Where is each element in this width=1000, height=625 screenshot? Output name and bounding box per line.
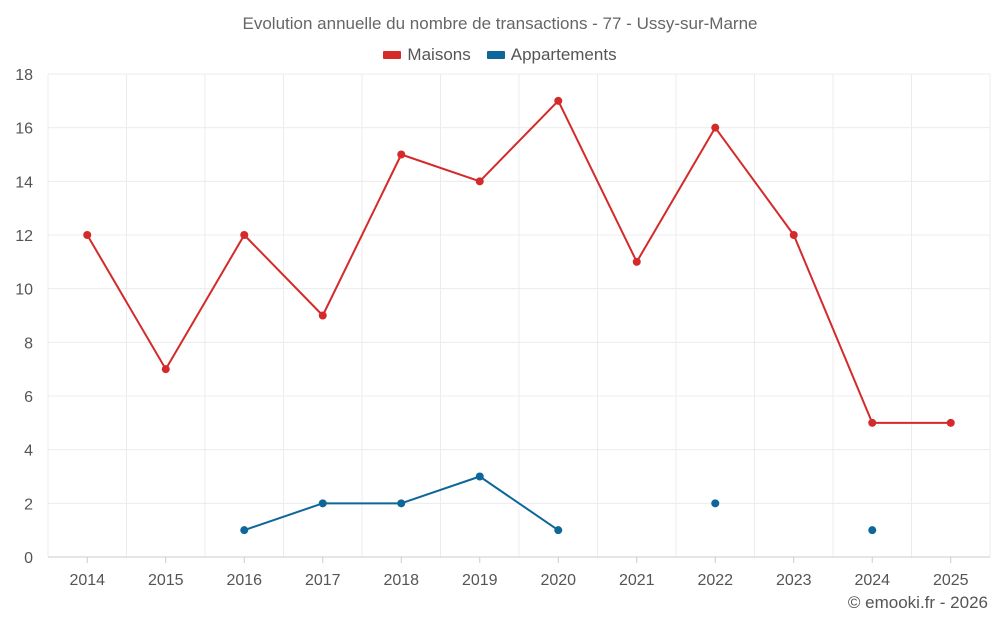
data-point-maisons	[240, 231, 249, 239]
data-point-maisons	[475, 177, 484, 186]
data-point-maisons	[554, 96, 563, 105]
x-tick-label: 2024	[854, 572, 890, 589]
legend-label-appartements: Appartements	[510, 45, 617, 64]
data-point-maisons	[711, 123, 720, 132]
legend-label-maisons: Maisons	[407, 45, 471, 64]
x-tick-label: 2016	[226, 572, 262, 589]
data-point-maisons	[868, 418, 877, 427]
data-point-maisons	[397, 150, 406, 159]
x-tick-label: 2015	[148, 572, 184, 589]
data-point-maisons	[632, 257, 641, 266]
x-tick-label: 2021	[619, 572, 655, 589]
legend-item-maisons[interactable]: Maisons	[383, 45, 471, 65]
legend: Maisons Appartements	[0, 45, 1000, 65]
y-tick-label: 16	[15, 121, 33, 138]
data-point-appartements	[475, 472, 484, 481]
x-tick-label: 2019	[462, 572, 498, 589]
y-tick-label: 12	[15, 228, 33, 245]
y-tick-label: 14	[15, 174, 33, 191]
data-point-maisons	[946, 418, 955, 427]
y-tick-label: 4	[24, 443, 33, 460]
y-tick-label: 10	[15, 282, 33, 299]
y-tick-label: 2	[24, 496, 33, 513]
x-tick-label: 2014	[69, 572, 105, 589]
y-tick-label: 18	[15, 67, 33, 84]
y-tick-label: 0	[24, 550, 33, 567]
legend-item-appartements[interactable]: Appartements	[486, 45, 617, 65]
data-point-appartements	[318, 499, 327, 508]
data-point-appartements	[397, 499, 406, 508]
credit-text: © emooki.fr - 2026	[847, 593, 988, 612]
x-tick-label: 2018	[383, 572, 419, 589]
data-point-appartements	[554, 526, 563, 535]
x-tick-label: 2022	[697, 572, 733, 589]
data-point-appartements	[240, 526, 249, 535]
legend-swatch-maisons	[383, 51, 402, 59]
x-tick-label: 2017	[305, 572, 341, 589]
data-point-appartements	[868, 526, 877, 535]
y-tick-label: 8	[24, 335, 33, 352]
series-line-maisons	[86, 99, 951, 424]
x-tick-label: 2023	[776, 572, 812, 589]
x-tick-label: 2025	[933, 572, 969, 589]
y-tick-label: 6	[24, 389, 33, 406]
data-point-maisons	[161, 365, 170, 374]
data-point-maisons	[789, 231, 798, 239]
data-point-maisons	[83, 231, 92, 239]
data-point-maisons	[318, 311, 327, 320]
legend-swatch-appartements	[486, 51, 505, 59]
chart-title: Evolution annuelle du nombre de transact…	[242, 14, 758, 33]
data-point-appartements	[711, 499, 720, 508]
x-tick-label: 2020	[540, 572, 576, 589]
